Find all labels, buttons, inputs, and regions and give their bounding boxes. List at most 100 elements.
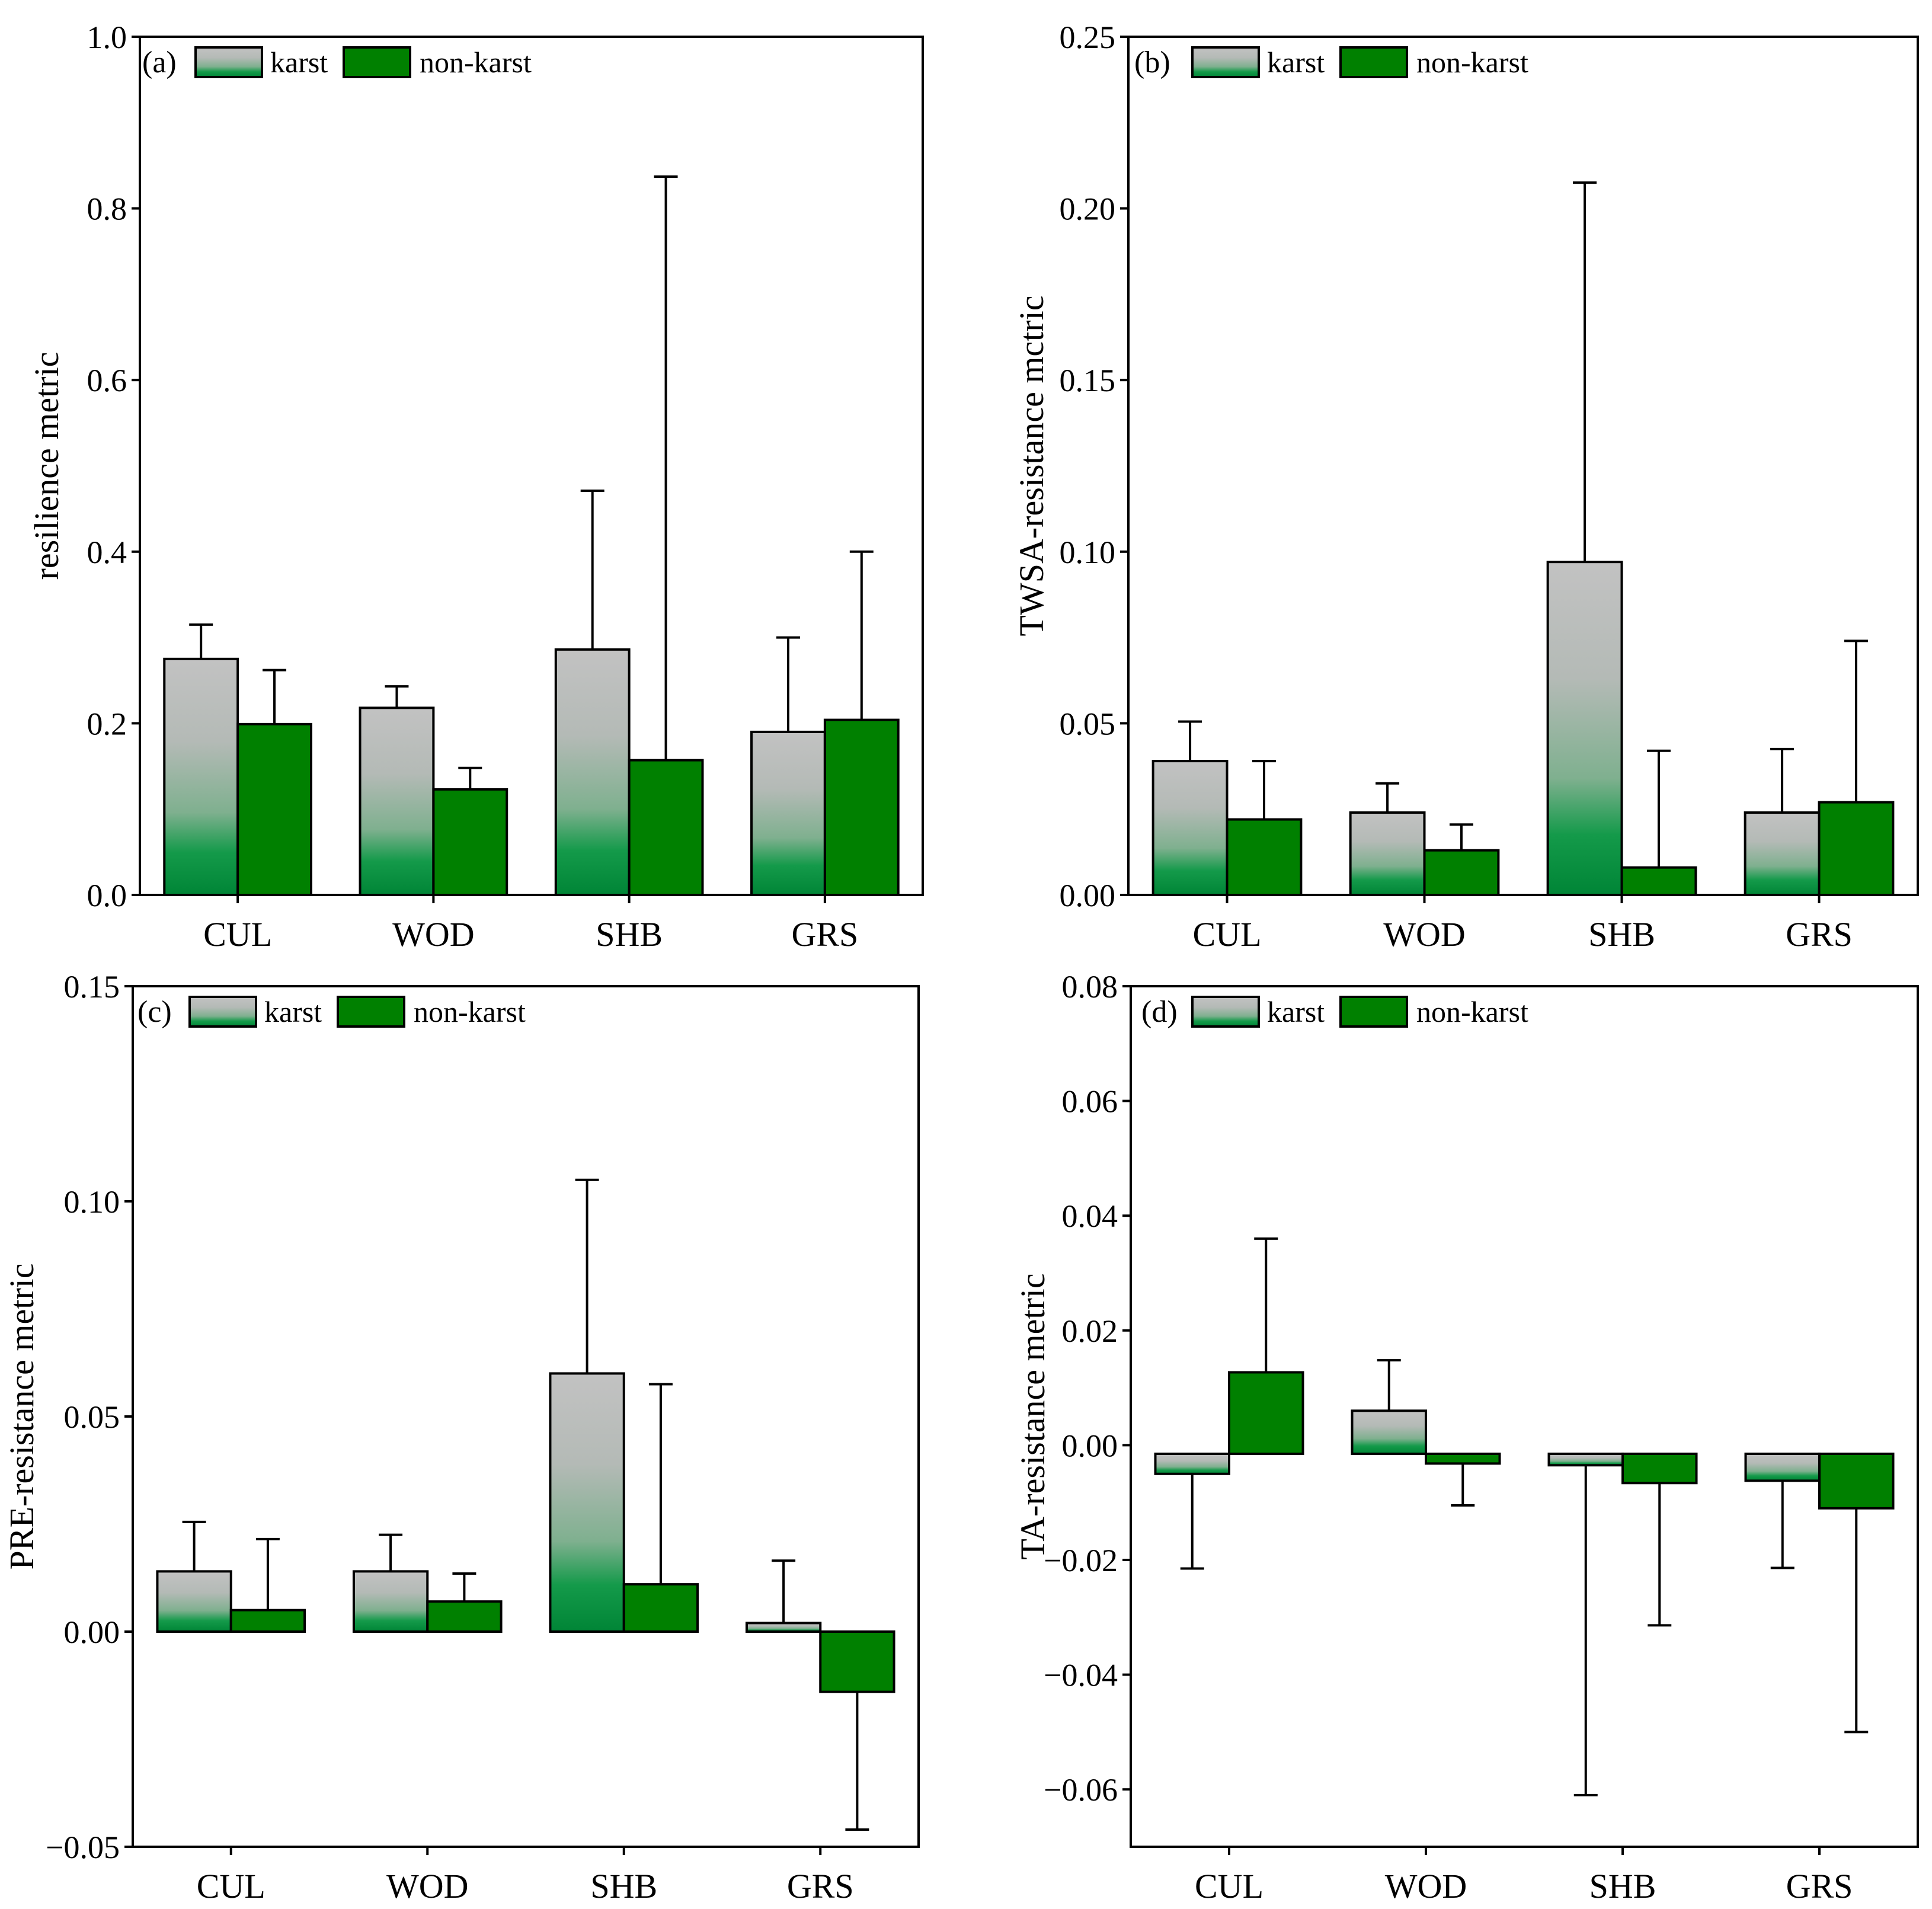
x-tick-label: CUL: [197, 1867, 266, 1905]
bar-karst-wod: [359, 706, 435, 897]
x-tick-label: WOD: [392, 915, 475, 954]
y-axis-title: TWSA-resistance mctric: [1012, 296, 1051, 637]
x-tick-label: WOD: [386, 1867, 469, 1905]
bar-nonkarst-shb: [628, 759, 704, 896]
y-tick-label: 0.10: [1060, 535, 1116, 570]
bar-nonkarst-wod: [426, 1600, 503, 1633]
chart-panel-1: 0.0 0.2 0.4 0.6 0.8 1.0 CUL WOD SHB GRS (a) karst no…: [27, 20, 924, 954]
bar-karst-shb: [554, 648, 631, 896]
legend-label-karst: karst: [264, 995, 322, 1028]
legend-label-nonkarst: non-karst: [414, 995, 526, 1028]
bar-nonkarst-shb: [622, 1583, 699, 1633]
panel-tag: (b): [1134, 46, 1170, 79]
y-tick-label: 0.25: [1060, 20, 1116, 55]
y-tick-label: 0.15: [1060, 363, 1116, 398]
legend-swatch-nonkarst: [1339, 46, 1408, 78]
y-tick-label: 0.05: [64, 1399, 120, 1435]
bar-karst-cul: [1154, 1452, 1230, 1475]
bar-karst-shb: [1546, 561, 1623, 896]
chart-panel-3: −0.05 0.00 0.05 0.10 0.15 CUL WOD SHB GRS (c) kars…: [2, 969, 920, 1905]
bar-nonkarst-cul: [1228, 1371, 1304, 1455]
bar-nonkarst-shb: [1620, 866, 1697, 896]
legend-label-nonkarst: non-karst: [1416, 995, 1528, 1028]
bar-nonkarst-wod: [1423, 849, 1500, 896]
y-tick-label: 0.20: [1060, 191, 1116, 227]
bar-nonkarst-grs: [1818, 801, 1895, 896]
x-tick-label: GRS: [787, 1867, 854, 1905]
y-tick-label: 0.00: [1060, 878, 1116, 913]
x-tick-label: WOD: [1383, 915, 1466, 954]
legend-swatch-karst: [1191, 46, 1260, 78]
y-tick-label: 0.06: [1062, 1084, 1118, 1120]
y-tick-label: 0.0: [87, 878, 127, 913]
x-tick-label: CUL: [1193, 915, 1262, 954]
chart-panel-2: 0.00 0.05 0.10 0.15 0.20 0.25 CUL WOD SHB GRS (b) k…: [1012, 20, 1919, 954]
bar-nonkarst-cul: [229, 1609, 306, 1633]
bar-nonkarst-shb: [1621, 1452, 1698, 1485]
y-tick-label: −0.06: [1044, 1772, 1118, 1808]
legend-label-nonkarst: non-karst: [1416, 46, 1528, 79]
y-tick-label: −0.04: [1044, 1658, 1118, 1693]
bar-karst-grs: [750, 730, 826, 896]
y-tick-label: −0.05: [46, 1830, 120, 1865]
y-tick-label: 0.02: [1062, 1313, 1118, 1349]
x-tick-label: SHB: [1588, 915, 1655, 954]
legend-swatch-nonkarst: [343, 46, 411, 78]
bar-karst-wod: [1351, 1409, 1427, 1455]
bar-karst-shb: [549, 1372, 625, 1633]
plot-frame: [1130, 985, 1919, 1848]
legend-swatch-nonkarst: [337, 996, 405, 1028]
bar-karst-shb: [1547, 1452, 1624, 1467]
y-tick-label: 0.8: [87, 191, 127, 227]
y-tick-label: 0.6: [87, 363, 127, 398]
y-tick-label: 0.00: [1062, 1428, 1118, 1463]
y-tick-label: 0.4: [87, 535, 127, 570]
y-tick-label: 0.2: [87, 706, 127, 741]
x-tick-label: WOD: [1385, 1867, 1467, 1905]
x-tick-label: SHB: [1589, 1867, 1656, 1905]
x-tick-label: CUL: [203, 915, 272, 954]
y-tick-label: 0.00: [64, 1614, 120, 1650]
legend-swatch-karst: [188, 996, 257, 1028]
legend-swatch-karst: [1191, 996, 1260, 1028]
plot-frame: [1127, 36, 1919, 896]
x-tick-label: SHB: [596, 915, 663, 954]
y-tick-label: −0.02: [1044, 1543, 1118, 1578]
bar-karst-grs: [1744, 811, 1821, 896]
panel-tag: (a): [142, 46, 177, 79]
legend-swatch-nonkarst: [1339, 996, 1408, 1028]
plot-frame: [132, 985, 920, 1848]
bar-karst-grs: [1744, 1452, 1821, 1482]
y-axis-title: resilience metric: [27, 352, 66, 580]
bar-karst-wod: [1349, 811, 1426, 896]
y-tick-label: 0.04: [1062, 1198, 1118, 1234]
bar-nonkarst-wod: [1425, 1452, 1501, 1465]
plot-frame: [139, 36, 924, 896]
x-tick-label: SHB: [590, 1867, 657, 1905]
chart-panel-4: −0.06 −0.04 −0.02 0.00 0.02 0.04 0.06 0.08 CUL WO…: [1013, 969, 1919, 1905]
y-tick-label: 0.10: [64, 1184, 120, 1220]
panel-tag: (c): [137, 995, 172, 1029]
bar-nonkarst-grs: [1818, 1452, 1895, 1510]
bar-nonkarst-grs: [819, 1630, 895, 1693]
x-tick-label: CUL: [1195, 1867, 1264, 1905]
x-tick-label: GRS: [1786, 915, 1853, 954]
legend-swatch-karst: [194, 46, 263, 78]
y-tick-label: 0.08: [1062, 969, 1118, 1005]
legend-label-karst: karst: [1267, 46, 1325, 79]
y-axis-title: PRE-resistance metric: [2, 1264, 41, 1570]
legend-label-karst: karst: [1267, 995, 1325, 1028]
bar-nonkarst-wod: [432, 788, 508, 896]
bar-karst-grs: [745, 1622, 822, 1633]
y-tick-label: 0.05: [1060, 706, 1116, 741]
legend-label-karst: karst: [270, 46, 328, 79]
bar-karst-wod: [352, 1570, 429, 1633]
bar-nonkarst-grs: [823, 718, 900, 897]
legend-label-nonkarst: non-karst: [420, 46, 532, 79]
panel-tag: (d): [1141, 995, 1178, 1029]
y-tick-label: 1.0: [87, 20, 127, 55]
bar-karst-cul: [163, 657, 239, 897]
x-tick-label: GRS: [1786, 1867, 1853, 1905]
bar-karst-cul: [156, 1570, 232, 1633]
